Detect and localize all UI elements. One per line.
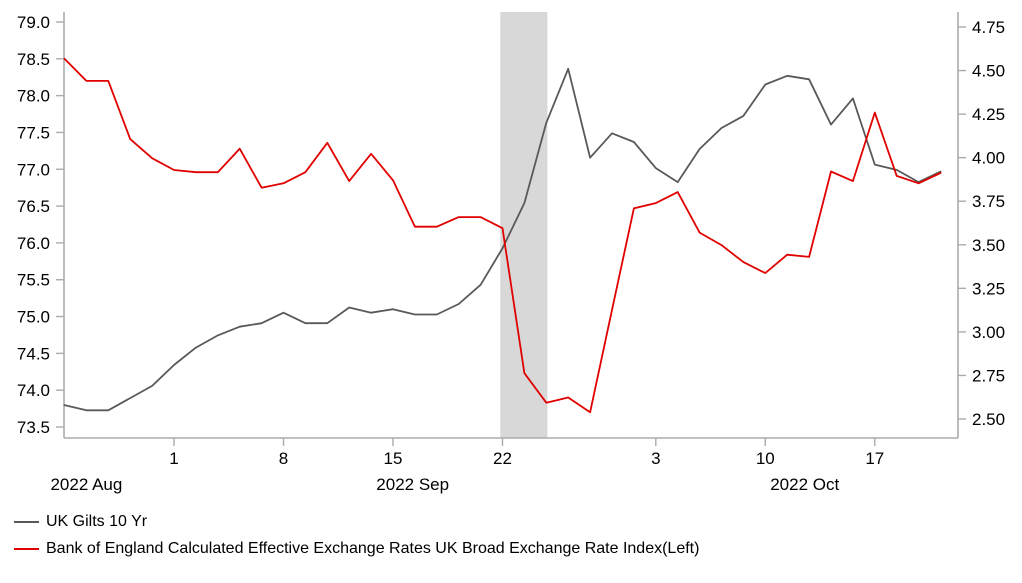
highlight-band [500,12,548,438]
y-axis-left-label: 75.0 [17,308,50,327]
legend-label-uk-gilts: UK Gilts 10 Yr [46,513,148,530]
legend-item-boe-eri: Bank of England Calculated Effective Exc… [14,540,699,558]
series-line-uk-gilts [63,67,942,412]
y-axis-left-label: 77.5 [17,123,50,142]
boe-eri-line-swatch [14,548,39,550]
y-axis-left-label: 74.0 [17,381,50,400]
y-axis-right-label: 2.75 [972,366,1005,385]
y-axis-right-label: 4.25 [972,105,1005,124]
x-axis-day-label: 3 [651,449,660,468]
x-axis-month-label: 2022 Oct [770,475,839,494]
y-axis-right-label: 3.00 [972,323,1005,342]
y-axis-left-label: 73.5 [17,418,50,437]
x-axis-day-label: 15 [384,449,403,468]
y-axis-left-label: 78.5 [17,50,50,69]
legend-item-uk-gilts: UK Gilts 10 Yr [14,513,147,531]
y-axis-left-label: 77.0 [17,160,50,179]
x-axis-day-label: 22 [493,449,512,468]
y-axis-right-label: 4.00 [972,149,1005,168]
y-axis-right-label: 3.75 [972,192,1005,211]
y-axis-left-label: 78.0 [17,87,50,106]
legend-label-boe-eri: Bank of England Calculated Effective Exc… [46,540,700,557]
y-axis-left-label: 74.5 [17,344,50,363]
y-axis-right-label: 3.25 [972,279,1005,298]
x-axis-month-label: 2022 Aug [50,475,122,494]
y-axis-left-label: 76.0 [17,234,50,253]
x-axis-month-label: 2022 Sep [376,475,449,494]
y-axis-left-label: 76.5 [17,197,50,216]
y-axis-right-label: 4.75 [972,18,1005,37]
y-axis-right-label: 4.50 [972,62,1005,81]
x-axis-day-label: 10 [756,449,775,468]
chart-plot: 79.0 78.5 78.0 77.5 77.0 76.5 76.0 75.5 75.0 74.5… [17,12,1005,494]
y-axis-left-label: 79.0 [17,13,50,32]
uk-gilts-line-swatch [14,521,39,523]
series-line-boe-eri [63,57,942,414]
y-axis-right-label: 3.50 [972,236,1005,255]
y-axis-left-label: 75.5 [17,271,50,290]
x-axis-day-label: 17 [865,449,884,468]
x-axis-day-label: 8 [279,449,288,468]
y-axis-right-label: 2.50 [972,410,1005,429]
x-axis-day-label: 1 [169,449,178,468]
